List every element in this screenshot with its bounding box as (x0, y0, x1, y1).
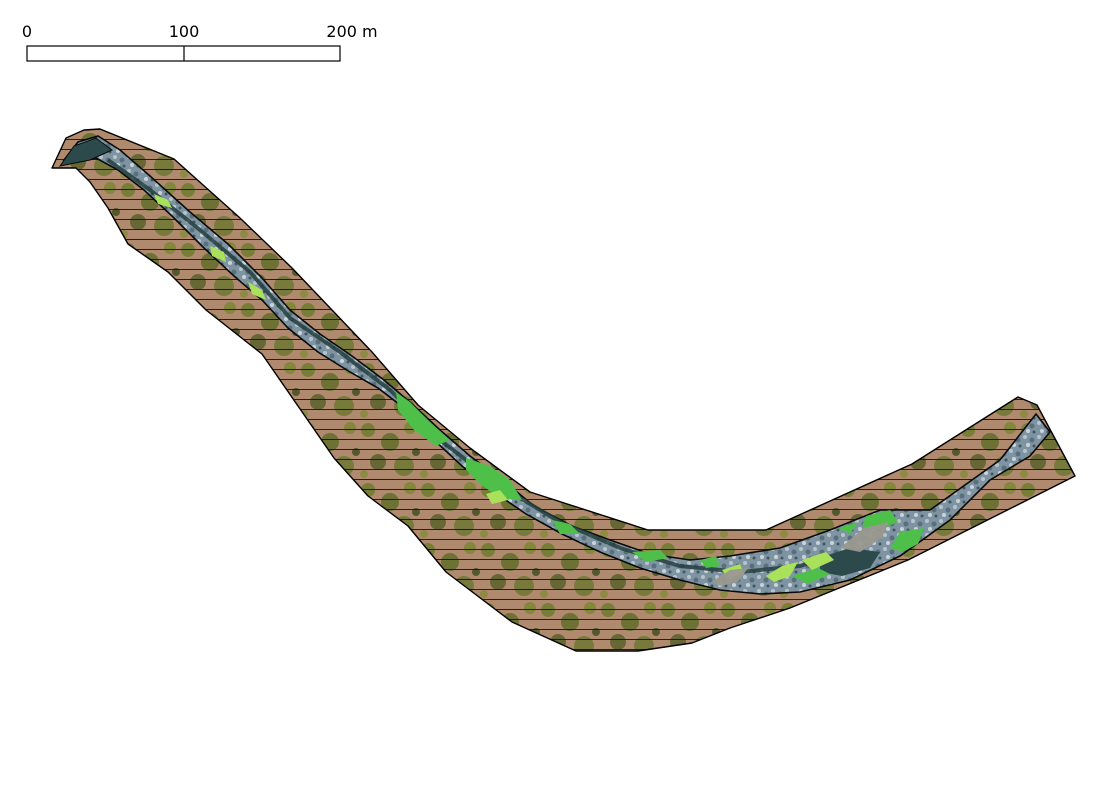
light-green-patch (154, 194, 172, 208)
light-green-patch (802, 552, 834, 570)
grey-patch (840, 522, 888, 552)
bar-patches (154, 194, 888, 586)
light-green-patch (248, 282, 266, 300)
green-patch (466, 458, 522, 500)
bank-zone-hatch (52, 129, 1075, 651)
green-patch (396, 392, 450, 446)
light-green-patch (766, 562, 798, 582)
water-pool-east (820, 548, 880, 576)
scale-label-0: 0 (22, 22, 32, 41)
scale-label-100: 100 (169, 22, 200, 41)
green-patch (890, 528, 924, 552)
water-channel (58, 137, 113, 167)
active-channel (62, 135, 1052, 595)
green-patch (632, 550, 668, 562)
grey-patch (712, 568, 748, 586)
green-patch (838, 522, 858, 534)
light-green-patch (486, 490, 508, 504)
corridor-outline (51, 128, 1076, 652)
river-corridor (52, 129, 1075, 651)
green-patch (792, 568, 830, 584)
scale-bar: 0 100 200 m (22, 22, 378, 62)
green-patch (552, 520, 580, 534)
green-patch (862, 510, 898, 530)
scale-label-200: 200 m (326, 22, 377, 41)
light-green-patch (210, 246, 226, 262)
green-patch (700, 556, 720, 568)
vegetation-patches (396, 392, 924, 584)
